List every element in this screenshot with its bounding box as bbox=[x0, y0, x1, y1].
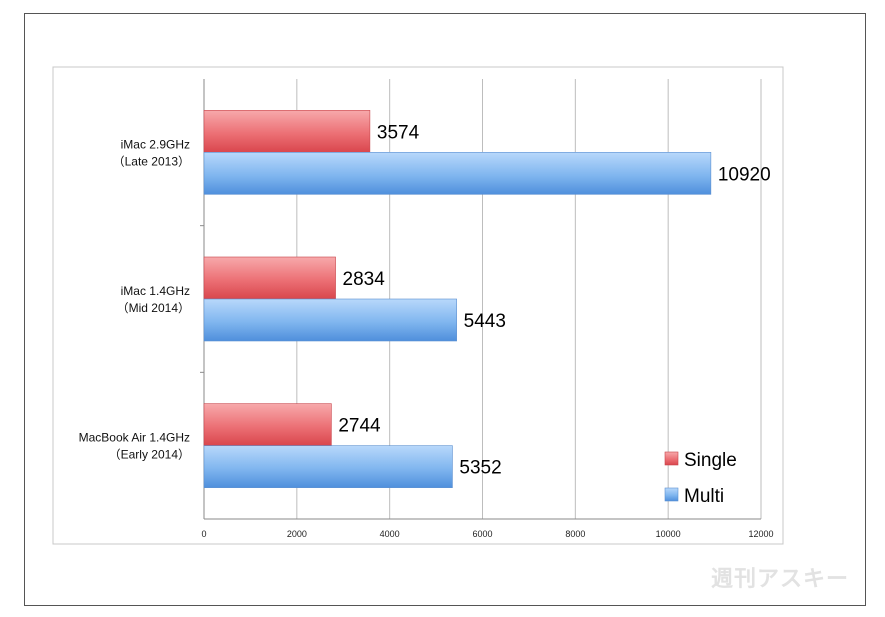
category-label: iMac 1.4GHz （Mid 2014） bbox=[117, 284, 190, 315]
bar-single bbox=[203, 110, 371, 153]
data-label: 5352 bbox=[459, 458, 501, 479]
x-tick-label: 2000 bbox=[287, 529, 307, 539]
data-label: 2834 bbox=[343, 269, 386, 290]
bar-single bbox=[203, 403, 332, 446]
x-tick-label: 4000 bbox=[380, 529, 400, 539]
data-label: 3574 bbox=[377, 122, 420, 143]
x-tick-label: 0 bbox=[201, 529, 206, 539]
bar-multi bbox=[203, 152, 712, 195]
bar-multi bbox=[203, 445, 453, 488]
bar-single bbox=[203, 256, 336, 300]
bars bbox=[203, 110, 712, 488]
legend-label-single: Single bbox=[684, 450, 737, 471]
x-tick-label: 10000 bbox=[656, 529, 681, 539]
x-tick-label: 12000 bbox=[748, 529, 773, 539]
legend-label-multi: Multi bbox=[684, 486, 724, 507]
labels: 0 2000 4000 6000 8000 10000 12000 iMac 2.9GHz （L… bbox=[79, 122, 774, 539]
x-tick-label: 6000 bbox=[472, 529, 492, 539]
legend-swatch-multi bbox=[664, 487, 679, 502]
category-label: MacBook Air 1.4GHz （Early 2014） bbox=[79, 431, 190, 462]
bar-multi bbox=[203, 298, 457, 342]
x-tick-label: 8000 bbox=[565, 529, 585, 539]
category-label: iMac 2.9GHz （Late 2013） bbox=[113, 137, 190, 168]
data-label: 10920 bbox=[718, 164, 771, 185]
data-label: 5443 bbox=[464, 311, 506, 332]
watermark-logo: 週刊アスキー bbox=[711, 566, 849, 591]
data-label: 2744 bbox=[338, 416, 381, 437]
legend-swatch-single bbox=[664, 451, 679, 466]
legend: Single Multi bbox=[664, 450, 737, 507]
